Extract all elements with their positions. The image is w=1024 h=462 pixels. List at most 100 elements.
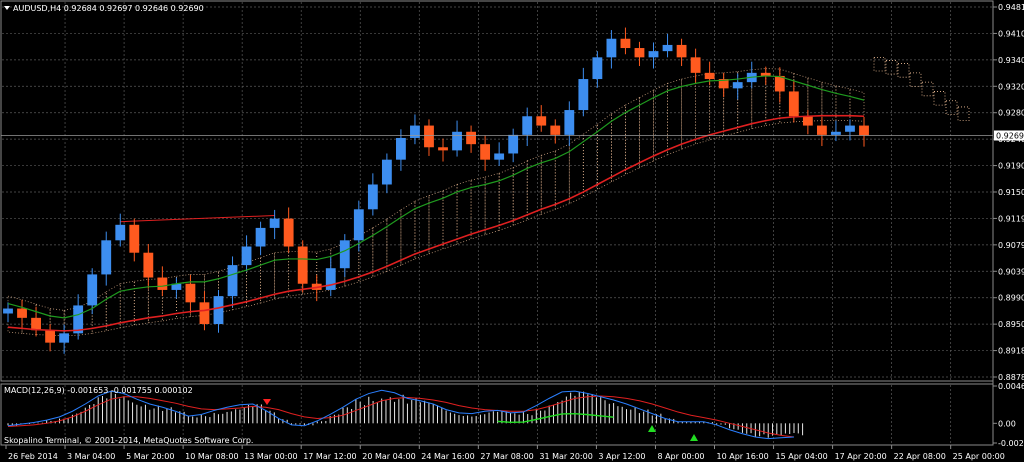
time-axis-label: 22 Apr 08:00 <box>894 452 946 461</box>
candle-body <box>367 184 378 210</box>
macd-axis-label: 0.00 <box>998 419 1016 428</box>
macd-arrows <box>263 399 698 441</box>
macd-signal-line <box>7 395 795 438</box>
macd-window[interactable]: MACD(12,26,9) -0.001653 -0.001755 0.0001… <box>0 382 1024 448</box>
candle-body <box>213 296 224 325</box>
candle-body <box>87 274 98 306</box>
time-axis-label: 10 Apr 16:00 <box>717 452 769 461</box>
candle-body <box>845 125 855 132</box>
arrow-up-icon <box>648 425 656 432</box>
time-axis-label: 25 Apr 00:00 <box>953 452 1005 461</box>
candle-body <box>760 72 771 76</box>
cloud-segment <box>554 143 570 210</box>
time-axis: 26 Feb 2014 3 Mar 04:00 5 Mar 20:00 10 Mar … <box>5 445 1005 461</box>
macd-green-segment <box>497 412 614 424</box>
candle-body <box>480 144 491 160</box>
cloud-segment <box>709 72 725 141</box>
cloud-segment <box>765 68 781 127</box>
cloud-segment <box>484 172 500 236</box>
candle-body <box>424 125 434 148</box>
candle-body <box>143 252 154 278</box>
candle-body <box>831 131 841 135</box>
time-axis-label: 24 Mar 16:00 <box>421 452 474 461</box>
candle-body <box>283 218 294 247</box>
candle-body <box>648 51 659 58</box>
macd-axis-label: 0.004637 <box>998 382 1024 391</box>
time-axis-label: 20 Mar 04:00 <box>362 452 415 461</box>
cloud-segment <box>909 72 922 87</box>
macd-main-line <box>7 389 795 440</box>
chevron-down-icon[interactable] <box>4 6 10 10</box>
cloud-segment <box>526 154 542 221</box>
candle-body <box>17 308 27 318</box>
candle-body <box>634 48 645 58</box>
candle-body <box>452 131 462 151</box>
time-axis-label: 5 Mar 20:00 <box>126 452 174 461</box>
time-axis-label: 3 Mar 04:00 <box>67 452 115 461</box>
candle-body <box>185 283 196 303</box>
cloud-segment <box>667 78 682 156</box>
cloud-segment <box>119 280 135 329</box>
candle-body <box>45 330 56 343</box>
cloud-segment <box>849 88 865 122</box>
candle-body <box>396 137 406 160</box>
cloud-segment <box>456 179 472 245</box>
cloud-segment <box>723 71 739 137</box>
candle-body <box>129 224 140 253</box>
copyright-text: Skopalino Terminal, © 2001-2014, MetaQuo… <box>4 436 253 445</box>
candle-body <box>325 268 336 290</box>
candle-body <box>59 333 70 343</box>
time-axis-label: 15 Apr 04:00 <box>776 452 828 461</box>
cloud-segment <box>35 303 51 336</box>
candle-body <box>550 125 561 135</box>
candle-body <box>859 125 869 136</box>
candle-body <box>592 57 603 80</box>
candle-body <box>606 38 617 58</box>
cloud-segment <box>512 160 528 227</box>
candle-body <box>732 82 743 89</box>
cloud-segment <box>737 69 753 133</box>
moving-average-slow <box>7 114 865 332</box>
cloud-segment <box>885 60 898 75</box>
trendline <box>120 214 275 223</box>
macd-axis: 0.004637 0.00 -0.002447 <box>993 382 1024 448</box>
cloud-segment <box>260 252 276 304</box>
candle-body <box>101 240 112 275</box>
arrow-down-icon <box>263 399 271 405</box>
candle-body <box>508 134 519 154</box>
cloud-segment <box>161 275 177 322</box>
cloud-segment <box>470 176 486 240</box>
candle-body <box>269 218 280 228</box>
time-axis-label: 17 Mar 12:00 <box>303 452 356 461</box>
candle-body <box>410 125 420 138</box>
price-grid <box>2 2 992 380</box>
arrow-up-icon <box>690 434 698 441</box>
candle-body <box>339 240 350 269</box>
time-axis-label: 31 Mar 20:00 <box>539 452 592 461</box>
cloud-segment <box>807 77 823 122</box>
candle-body <box>802 116 813 126</box>
trendlines <box>120 214 275 223</box>
cloud-segment <box>274 251 290 300</box>
candle-body <box>774 75 785 92</box>
candle-body <box>297 246 308 284</box>
candle-body <box>564 110 575 135</box>
time-axis-label: 10 Mar 08:00 <box>185 452 238 461</box>
candle-body <box>438 147 448 151</box>
symbol-title: AUDUSD,H4 0.92684 0.92697 0.92646 0.9269… <box>13 4 204 13</box>
main-price-window[interactable]: AUDUSD,H4 0.92684 0.92697 0.92646 0.9269… <box>0 0 994 382</box>
cloud-segment <box>945 100 958 115</box>
candle-body <box>171 283 182 290</box>
